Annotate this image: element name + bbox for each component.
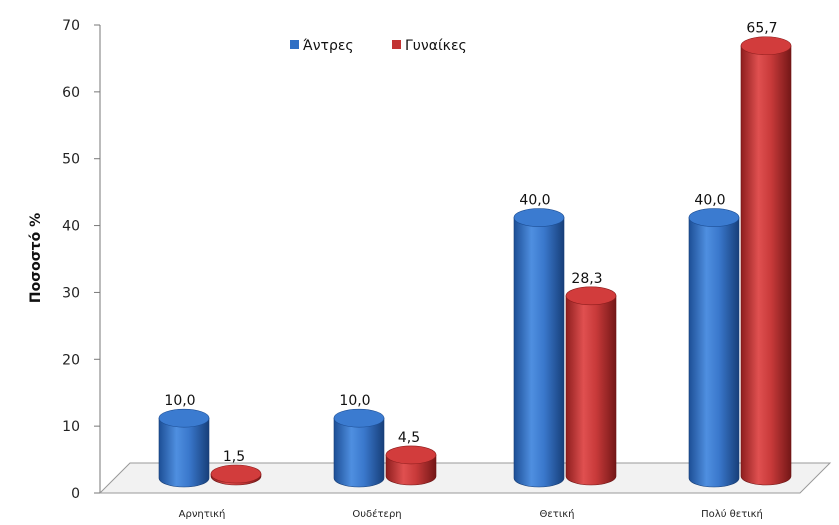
bar-body — [688, 217, 740, 488]
bar-women-0 — [210, 464, 262, 486]
category-labels: Αρνητική Ουδέτερη Θετική Πολύ θετική — [179, 508, 763, 520]
bar-top — [740, 36, 792, 56]
category-label: Ουδέτερη — [352, 508, 401, 520]
legend-label-men: Άντρες — [303, 38, 354, 54]
y-tick-label: 50 — [62, 152, 80, 168]
legend: Άντρες Γυναίκες — [290, 38, 467, 54]
data-label: 28,3 — [571, 271, 602, 287]
data-label: 40,0 — [694, 193, 725, 209]
category-label: Πολύ θετική — [701, 508, 763, 520]
legend-swatch-women — [392, 40, 401, 49]
bar-top — [333, 408, 385, 428]
bar-men-1 — [333, 408, 385, 488]
bar-women-2 — [565, 286, 617, 486]
legend-label-women: Γυναίκες — [405, 38, 467, 54]
data-label: 4,5 — [398, 430, 420, 446]
bar-top — [385, 445, 437, 465]
y-tick-label: 40 — [62, 219, 80, 235]
bar-top — [688, 208, 740, 227]
bar-body — [158, 417, 210, 488]
data-label: 10,0 — [164, 393, 195, 409]
bars — [158, 36, 792, 488]
bar-body — [565, 295, 617, 486]
category-label: Αρνητική — [179, 508, 226, 520]
legend-swatch-men — [290, 40, 299, 49]
data-label: 10,0 — [339, 393, 370, 409]
bar-men-2 — [513, 208, 565, 488]
y-tick-label: 60 — [62, 85, 80, 101]
bar-body — [513, 217, 565, 488]
bar-top — [210, 464, 262, 484]
y-axis-label: Ποσοστό % — [28, 213, 44, 303]
bar-top — [565, 286, 617, 306]
bar-women-3 — [740, 36, 792, 486]
bar-men-3 — [688, 208, 740, 488]
data-labels: 10,0 10,0 40,0 40,0 1,5 4,5 28,3 65,7 — [164, 21, 777, 465]
chart-floor — [98, 462, 832, 494]
y-tick-label: 20 — [62, 352, 80, 368]
data-label: 65,7 — [746, 21, 777, 37]
data-label: 40,0 — [519, 193, 550, 209]
data-label: 1,5 — [223, 449, 245, 465]
category-label: Θετική — [540, 508, 575, 520]
y-tick-label: 30 — [62, 285, 80, 301]
y-tick-label: 0 — [71, 486, 80, 502]
bar-top — [158, 408, 210, 428]
y-tick-label: 70 — [62, 18, 80, 34]
bar-body — [333, 417, 385, 488]
bar-women-1 — [385, 445, 437, 486]
bar-top — [513, 208, 565, 227]
y-ticks: 0 10 20 30 40 50 60 70 — [62, 18, 100, 502]
y-tick-label: 10 — [62, 419, 80, 435]
bar-men-0 — [158, 408, 210, 488]
bar-body — [740, 45, 792, 486]
